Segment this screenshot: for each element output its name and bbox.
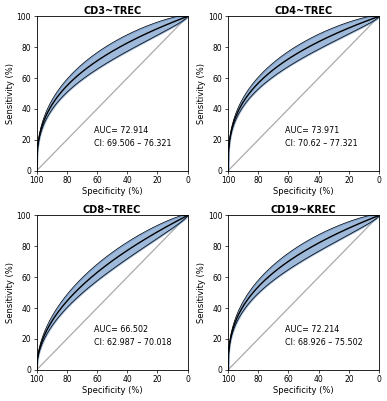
Y-axis label: Sensitivity (%): Sensitivity (%) bbox=[197, 63, 206, 124]
X-axis label: Specificity (%): Specificity (%) bbox=[273, 187, 334, 196]
Text: AUC= 66.502
CI: 62.987 – 70.018: AUC= 66.502 CI: 62.987 – 70.018 bbox=[94, 325, 171, 347]
Title: CD3~TREC: CD3~TREC bbox=[83, 6, 141, 16]
Text: AUC= 72.914
CI: 69.506 – 76.321: AUC= 72.914 CI: 69.506 – 76.321 bbox=[94, 126, 171, 148]
Title: CD8~TREC: CD8~TREC bbox=[83, 205, 141, 215]
X-axis label: Specificity (%): Specificity (%) bbox=[82, 387, 142, 395]
Y-axis label: Sensitivity (%): Sensitivity (%) bbox=[5, 63, 15, 124]
X-axis label: Specificity (%): Specificity (%) bbox=[82, 187, 142, 196]
Title: CD4~TREC: CD4~TREC bbox=[274, 6, 333, 16]
Text: AUC= 72.214
CI: 68.926 – 75.502: AUC= 72.214 CI: 68.926 – 75.502 bbox=[286, 325, 363, 347]
Y-axis label: Sensitivity (%): Sensitivity (%) bbox=[197, 262, 206, 323]
Title: CD19~KREC: CD19~KREC bbox=[271, 205, 336, 215]
X-axis label: Specificity (%): Specificity (%) bbox=[273, 387, 334, 395]
Text: AUC= 73.971
CI: 70.62 – 77.321: AUC= 73.971 CI: 70.62 – 77.321 bbox=[286, 126, 358, 148]
Y-axis label: Sensitivity (%): Sensitivity (%) bbox=[5, 262, 15, 323]
